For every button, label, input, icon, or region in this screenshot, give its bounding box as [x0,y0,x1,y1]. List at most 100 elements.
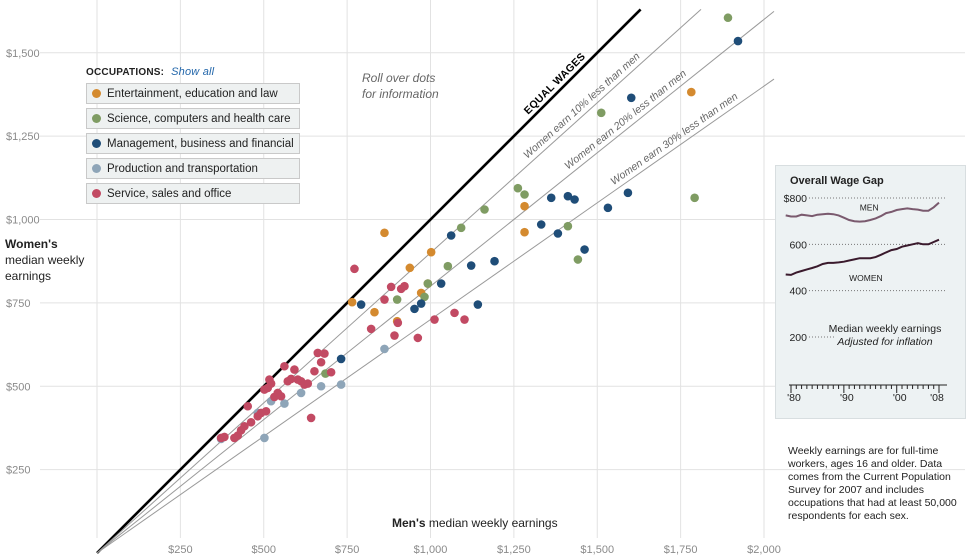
occupation-dot[interactable] [280,399,289,408]
occupation-dot[interactable] [413,333,423,343]
occupation-dot[interactable] [490,256,499,266]
gap-x-tick-label: '00 [893,392,907,404]
legend-item-production[interactable]: Production and transportation [86,158,300,179]
legend-dot-icon [92,114,101,123]
occupation-dot[interactable] [336,354,346,364]
occupation-dot[interactable] [393,318,403,328]
occupation-dot[interactable] [380,228,389,238]
legend-item-label: Service, sales and office [107,187,232,200]
wage-gap-reference-line [96,9,702,554]
legend-item-science[interactable]: Science, computers and health care [86,108,300,129]
occupation-dot[interactable] [623,188,633,198]
occupation-dot[interactable] [426,247,436,257]
x-tick-label: $750 [335,544,359,556]
show-all-link[interactable]: Show all [171,66,215,78]
occupation-dot[interactable] [243,401,253,411]
wage-gap-title: Overall Wage Gap [790,175,884,187]
occupation-dot[interactable] [400,281,409,291]
occupation-dot[interactable] [480,205,489,214]
occupation-dot[interactable] [326,367,336,377]
occupation-dot[interactable] [280,361,289,371]
x-tick-label: $1,500 [580,544,614,556]
occupation-dot[interactable] [423,279,433,288]
legend-item-entertainment[interactable]: Entertainment, education and law [86,83,300,104]
occupation-dot[interactable] [553,229,563,238]
axis-ticks: $250 $500 $750 $1,000 $1,250 $1,500 $1,750 $2,0… [6,48,781,556]
occupation-dot[interactable] [313,348,323,358]
reference-line-label: Women earn 30% less than men [609,90,741,187]
occupation-dot[interactable] [316,357,326,367]
occupation-dot[interactable] [430,315,439,324]
occupation-dot[interactable] [520,190,529,199]
occupation-dot[interactable] [416,299,426,308]
occupation-dot[interactable] [276,391,286,401]
occupation-dot[interactable] [446,231,456,240]
occupation-dot[interactable] [380,295,389,304]
occupation-dot[interactable] [733,36,743,46]
occupation-dot[interactable] [596,108,606,118]
legend-heading-label: OCCUPATIONS: [86,67,165,78]
occupation-dot[interactable] [386,282,396,292]
gap-x-tick-label: '80 [787,392,801,404]
occupation-dot[interactable] [310,366,319,376]
occupation-dot[interactable] [603,203,613,213]
occupation-dot[interactable] [473,300,483,309]
occupation-dot[interactable] [450,308,459,318]
occupation-dot[interactable] [546,193,556,203]
occupation-dot[interactable] [580,245,589,254]
occupation-dot[interactable] [306,413,316,423]
occupation-dot[interactable] [405,263,415,273]
occupation-dot[interactable] [392,295,402,304]
occupation-dot[interactable] [320,349,329,358]
occupation-dot[interactable] [260,433,269,443]
occupation-dot[interactable] [520,227,529,237]
occupation-dot[interactable] [336,380,346,389]
occupation-dot[interactable] [261,406,271,416]
occupation-dot[interactable] [460,315,469,324]
occupation-dot[interactable] [296,388,306,398]
occupation-dot[interactable] [626,93,636,103]
occupation-dot[interactable] [380,344,389,354]
occupation-dot[interactable] [520,201,529,211]
legend-dot-icon [92,164,101,173]
occupation-dot[interactable] [723,13,733,23]
occupation-dot[interactable] [350,264,359,274]
occupation-dot[interactable] [410,304,419,314]
gap-y-tick-label: 400 [789,286,807,298]
occupation-dot[interactable] [436,279,446,288]
occupation-dot[interactable] [286,374,296,384]
occupation-dot[interactable] [563,191,573,201]
y-tick-label: $250 [6,465,30,477]
occupation-dot[interactable] [370,307,379,317]
occupation-dot[interactable] [316,381,326,391]
occupation-dot[interactable] [420,292,429,302]
occupation-dot[interactable] [303,379,313,388]
occupation-dot[interactable] [573,255,583,264]
gap-y-tick-label: 600 [789,239,807,251]
occupation-dot[interactable] [356,300,366,309]
occupation-dot[interactable] [390,331,399,340]
y-tick-label: $500 [6,381,30,393]
x-tick-label: $1,750 [664,544,698,556]
legend-item-service[interactable]: Service, sales and office [86,183,300,204]
data-points[interactable] [216,13,743,444]
occupation-dot[interactable] [220,432,229,442]
occupation-dot[interactable] [443,261,453,271]
occupation-dot[interactable] [290,365,299,374]
occupation-dot[interactable] [686,87,696,97]
occupation-dot[interactable] [240,421,249,431]
occupation-dot[interactable] [347,297,357,307]
legend-item-management[interactable]: Management, business and financial [86,133,300,154]
occupation-dot[interactable] [456,223,466,233]
occupation-dot[interactable] [690,193,699,203]
occupation-dot[interactable] [246,417,256,427]
gap-x-tick-label: '90 [840,392,854,404]
occupation-dot[interactable] [570,195,579,204]
gap-y-tick-label: $800 [784,193,808,205]
occupation-dot[interactable] [513,183,523,193]
occupation-dot[interactable] [536,220,546,229]
occupation-dot[interactable] [266,379,276,388]
occupation-dot[interactable] [366,324,376,334]
occupation-dot[interactable] [466,261,476,270]
occupation-dot[interactable] [563,221,573,231]
